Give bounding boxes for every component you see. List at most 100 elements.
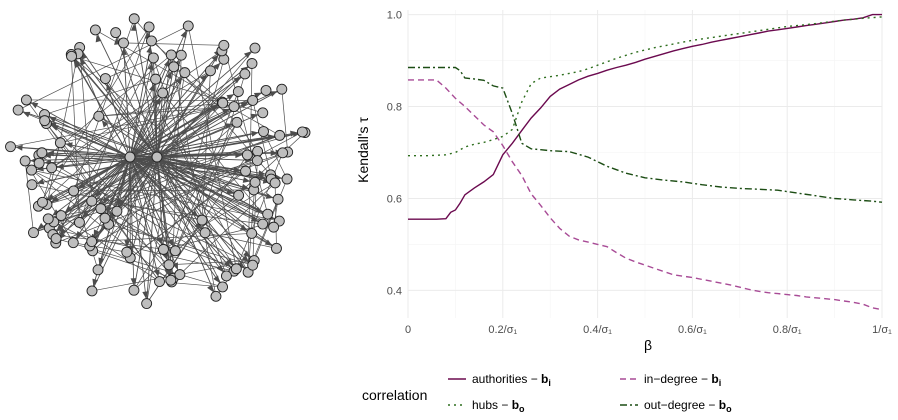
network-node: [248, 95, 258, 105]
network-node: [87, 196, 97, 206]
network-node: [258, 108, 268, 118]
x-axis-label: β: [644, 337, 652, 353]
network-graph-svg: [0, 0, 320, 330]
network-hub-node: [125, 152, 135, 162]
network-node: [100, 74, 110, 84]
network-node: [37, 148, 47, 158]
network-node: [5, 142, 15, 152]
network-node: [47, 163, 57, 173]
network-node: [146, 36, 156, 46]
x-tick-label: 0.4/σ₁: [583, 324, 612, 336]
network-node: [247, 228, 257, 238]
network-node: [142, 299, 152, 309]
network-node: [112, 206, 122, 216]
network-node: [275, 130, 285, 140]
network-arrowhead: [149, 84, 155, 92]
network-node: [100, 213, 110, 223]
network-node: [87, 237, 97, 247]
network-edge: [32, 170, 74, 191]
y-axis-label: Kendall's τ: [355, 117, 371, 183]
network-node: [176, 50, 186, 60]
network-node: [278, 148, 288, 158]
network-node: [261, 85, 271, 95]
network-node: [234, 190, 244, 200]
network-arrowhead: [213, 275, 220, 282]
network-node: [221, 271, 231, 281]
network-node: [129, 14, 139, 24]
network-node: [219, 40, 229, 50]
network-node: [68, 238, 78, 248]
network-node: [218, 282, 228, 292]
network-node: [248, 260, 258, 270]
network-node: [259, 127, 269, 137]
network-node: [252, 156, 262, 166]
network-node: [242, 150, 252, 160]
network-node: [232, 117, 242, 127]
network-node: [175, 270, 185, 280]
network-node: [118, 38, 128, 48]
network-node: [129, 285, 139, 295]
network-node: [13, 105, 23, 115]
x-tick-label: 0: [405, 324, 411, 336]
network-node: [282, 174, 292, 184]
network-node: [247, 58, 257, 68]
network-node: [166, 275, 176, 285]
y-tick-label: 1.0: [387, 10, 402, 22]
network-node: [94, 111, 104, 121]
network-node: [218, 98, 228, 108]
network-node: [271, 243, 281, 253]
network-arrowhead: [251, 131, 258, 137]
network-node: [229, 102, 239, 112]
legend-label-2: hubs − bo: [472, 398, 525, 414]
network-graph: [0, 0, 320, 330]
network-node: [37, 197, 47, 207]
legend-label-0: authorities − bi: [472, 372, 551, 388]
network-node: [250, 43, 260, 53]
network-node: [197, 215, 207, 225]
y-tick-label: 0.6: [387, 193, 402, 205]
network-node: [180, 68, 190, 78]
network-arrowhead: [146, 46, 152, 53]
network-node: [277, 84, 287, 94]
network-node: [158, 88, 168, 98]
network-arrowhead: [227, 94, 235, 100]
network-node: [34, 158, 44, 168]
network-node: [253, 146, 263, 156]
network-node: [297, 127, 307, 137]
network-node: [21, 95, 31, 105]
network-node: [200, 228, 210, 238]
network-node: [250, 177, 260, 187]
network-node: [56, 211, 66, 221]
network-node: [166, 50, 176, 60]
network-node: [211, 291, 221, 301]
y-axis-ticks: 0.40.60.81.0: [387, 10, 402, 298]
network-node: [55, 138, 65, 148]
network-node: [231, 264, 241, 274]
network-node: [144, 22, 154, 32]
network-arrowhead: [243, 177, 250, 183]
network-node: [240, 69, 250, 79]
network-node: [263, 209, 273, 219]
x-tick-label: 0.8/σ₁: [773, 324, 802, 336]
legend-label-3: out−degree − bo: [644, 398, 732, 414]
network-arrowhead: [266, 193, 274, 199]
network-node: [258, 219, 268, 229]
network-node: [40, 116, 50, 126]
network-node: [183, 21, 193, 31]
network-arrowhead: [65, 142, 72, 148]
network-arrowhead: [76, 231, 82, 238]
network-node: [69, 186, 79, 196]
y-tick-label: 0.4: [387, 285, 402, 297]
legend-title: correlation: [362, 387, 427, 403]
network-node: [93, 265, 103, 275]
network-node: [270, 178, 280, 188]
network-node: [43, 214, 53, 224]
network-node: [90, 25, 100, 35]
x-tick-label: 0.6/σ₁: [678, 324, 707, 336]
network-node: [67, 51, 77, 61]
network-node: [122, 247, 132, 257]
